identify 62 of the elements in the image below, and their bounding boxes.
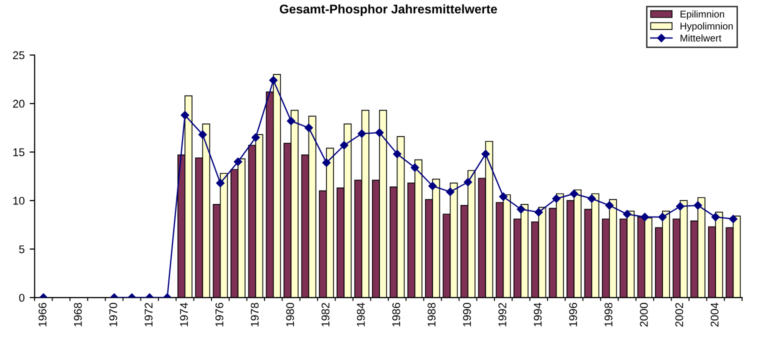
x-tick-label: 1994	[534, 302, 542, 326]
x-tick-label: 1998	[604, 302, 612, 326]
x-tick-label: 1984	[356, 302, 365, 326]
point	[711, 212, 720, 222]
point	[198, 130, 207, 139]
x-tick-label: 1982	[322, 302, 330, 326]
y-tick-label: 0	[19, 294, 24, 302]
point	[410, 163, 420, 172]
x-tick-label: 1980	[286, 302, 294, 326]
point	[516, 205, 526, 214]
point	[622, 210, 632, 218]
point	[286, 116, 296, 126]
x-tick-label: 1966	[38, 302, 46, 326]
point	[234, 158, 242, 166]
y-tick-label: 20	[13, 100, 24, 108]
point	[588, 194, 596, 203]
point	[729, 214, 738, 224]
point	[605, 201, 614, 210]
point	[340, 141, 348, 150]
y-tick-label: 5	[19, 245, 24, 254]
point	[499, 192, 508, 201]
point	[446, 188, 454, 196]
point	[552, 194, 561, 203]
point	[676, 202, 684, 211]
x-tick-label: 2004	[710, 302, 719, 327]
x-tick-label: 1972	[144, 302, 153, 326]
x-tick-label: 1968	[74, 302, 82, 326]
y-tick-label: 10	[13, 196, 24, 205]
point	[570, 190, 578, 198]
point	[375, 128, 384, 137]
x-tick-label: 1970	[109, 302, 118, 326]
point	[269, 76, 278, 84]
point	[658, 212, 667, 222]
x-tick-label: 1992	[498, 302, 506, 326]
point	[464, 178, 472, 186]
point	[481, 150, 490, 158]
chart-title: Gesamt-Phosphor Jahresmittelwerte	[280, 4, 497, 16]
point	[304, 124, 313, 132]
x-tick-label: 1996	[569, 302, 578, 326]
x-tick-label: 1978	[250, 302, 259, 326]
x-tick-label: 1976	[215, 302, 224, 326]
point	[640, 212, 649, 222]
point	[216, 178, 224, 188]
point	[252, 133, 260, 142]
x-tick-label: 1988	[428, 302, 436, 326]
point	[694, 201, 702, 210]
x-tick-label: 2000	[640, 302, 648, 327]
point	[322, 158, 331, 167]
legend-label: Hypolimnion	[680, 22, 733, 32]
y-tick-label: 15	[13, 148, 24, 156]
point	[393, 150, 402, 158]
y-tick-label: 25	[13, 51, 24, 60]
x-tick-label: 1986	[392, 302, 400, 326]
point	[534, 208, 543, 216]
point	[428, 182, 437, 190]
x-tick-label: 1990	[463, 302, 471, 326]
legend-label: Epilimnion	[680, 10, 724, 20]
point	[358, 129, 366, 138]
legend-label: Mittelwert	[680, 34, 722, 42]
point	[180, 111, 190, 120]
x-tick-label: 1974	[180, 302, 188, 326]
x-tick-label: 2002	[675, 302, 684, 327]
